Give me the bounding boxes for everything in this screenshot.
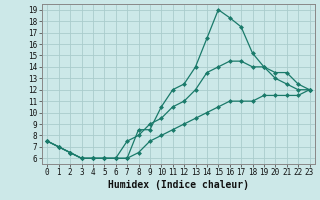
X-axis label: Humidex (Indice chaleur): Humidex (Indice chaleur) <box>108 180 249 190</box>
